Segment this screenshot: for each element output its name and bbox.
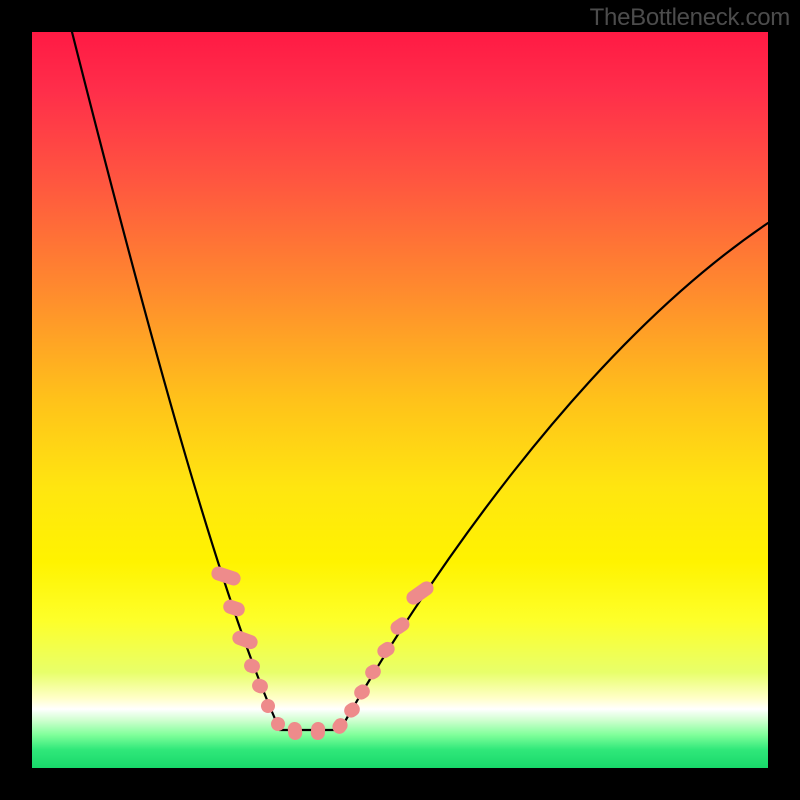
chart-background [32,32,768,768]
chart-container: TheBottleneck.com [0,0,800,800]
watermark-label: TheBottleneck.com [590,4,790,32]
bottleneck-chart [0,0,800,800]
